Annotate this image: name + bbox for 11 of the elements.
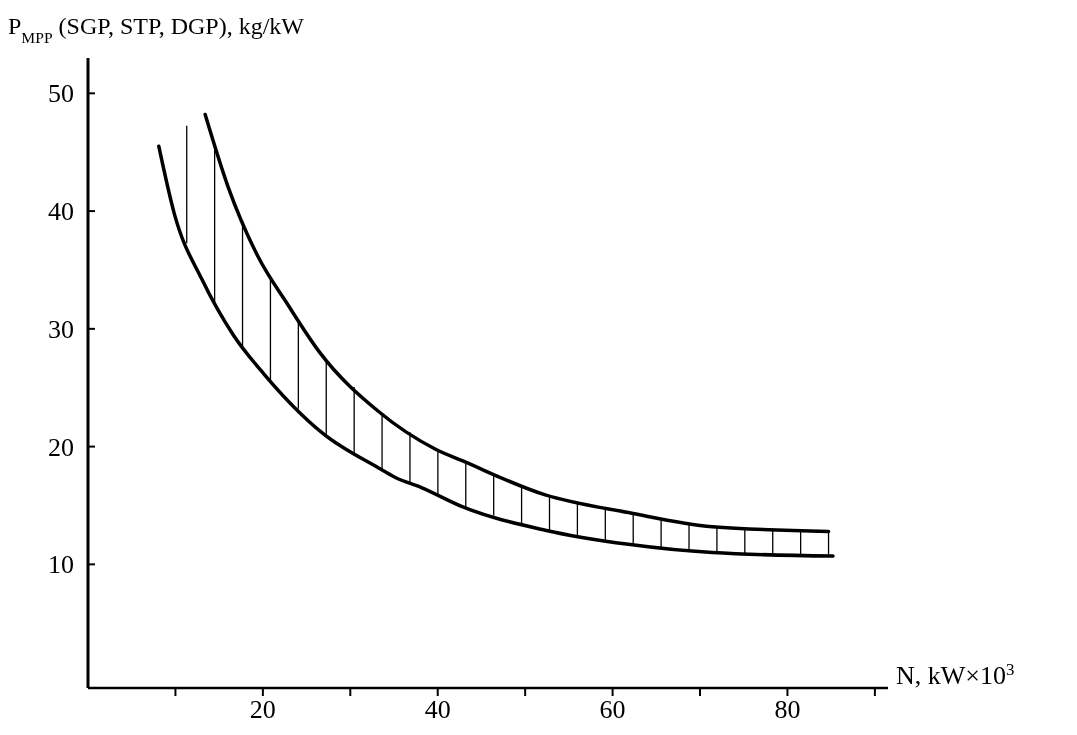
x-tick-label: 40 — [424, 695, 451, 724]
x-axis-title: N, kW×10$^{3}$ — [896, 659, 1015, 690]
y-tick-label: 50 — [48, 79, 74, 109]
y-tick-label: 30 — [48, 314, 74, 344]
x-tick-label: 80 — [774, 695, 801, 724]
x-tick-label: 60 — [599, 695, 626, 724]
y-axis-title: P$_{MPP}$ (SGP, STP, DGP), kg/kW — [8, 13, 305, 46]
y-tick-label: 20 — [48, 432, 74, 462]
y-tick-label: 40 — [48, 197, 74, 227]
y-tick-label: 10 — [48, 550, 74, 580]
x-tick-label: 20 — [249, 695, 276, 724]
